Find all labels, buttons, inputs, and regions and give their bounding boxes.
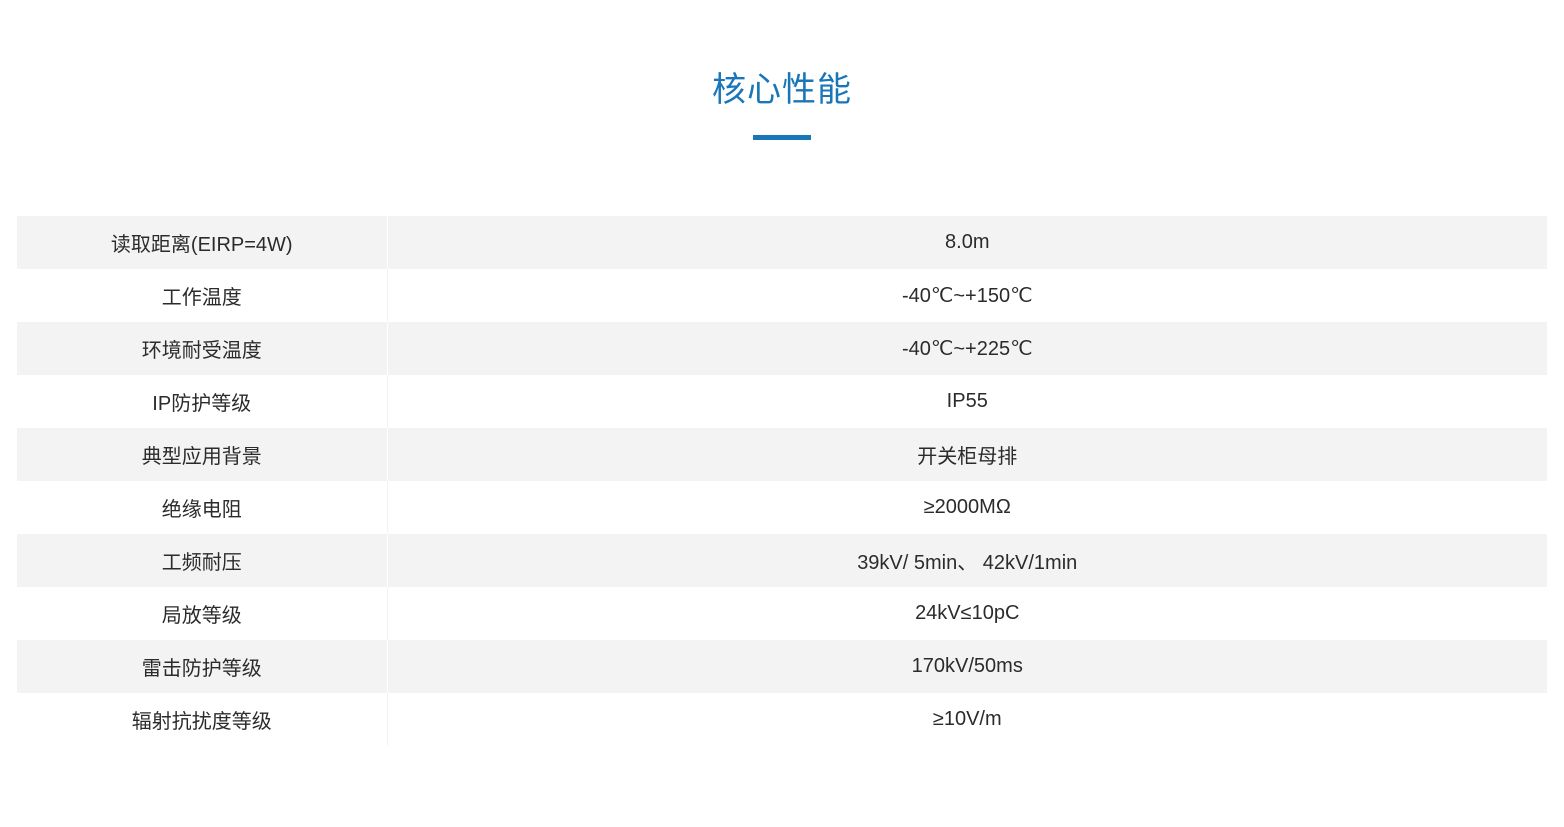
spec-value: ≥10V/m (387, 693, 1547, 746)
spec-value: 170kV/50ms (387, 640, 1547, 693)
spec-value: -40℃~+150℃ (387, 269, 1547, 322)
table-row: IP防护等级 IP55 (17, 375, 1547, 428)
spec-label: 读取距离(EIRP=4W) (17, 216, 387, 269)
table-row: 工频耐压 39kV/ 5min、 42kV/1min (17, 534, 1547, 587)
spec-value: 24kV≤10pC (387, 587, 1547, 640)
spec-table: 读取距离(EIRP=4W) 8.0m 工作温度 -40℃~+150℃ 环境耐受温… (17, 216, 1547, 746)
title-underline (753, 135, 811, 140)
spec-label: 工作温度 (17, 269, 387, 322)
page-container: 核心性能 读取距离(EIRP=4W) 8.0m 工作温度 -40℃~+150℃ … (0, 0, 1564, 746)
spec-label: 环境耐受温度 (17, 322, 387, 375)
spec-label: 辐射抗扰度等级 (17, 693, 387, 746)
spec-label: 工频耐压 (17, 534, 387, 587)
spec-table-body: 读取距离(EIRP=4W) 8.0m 工作温度 -40℃~+150℃ 环境耐受温… (17, 216, 1547, 746)
page-title: 核心性能 (712, 62, 852, 111)
spec-label: 绝缘电阻 (17, 481, 387, 534)
table-row: 局放等级 24kV≤10pC (17, 587, 1547, 640)
table-row: 典型应用背景 开关柜母排 (17, 428, 1547, 481)
spec-value: ≥2000MΩ (387, 481, 1547, 534)
table-row: 环境耐受温度 -40℃~+225℃ (17, 322, 1547, 375)
table-row: 读取距离(EIRP=4W) 8.0m (17, 216, 1547, 269)
spec-value: 39kV/ 5min、 42kV/1min (387, 534, 1547, 587)
spec-value: 8.0m (387, 216, 1547, 269)
spec-value: -40℃~+225℃ (387, 322, 1547, 375)
table-row: 工作温度 -40℃~+150℃ (17, 269, 1547, 322)
spec-value: 开关柜母排 (387, 428, 1547, 481)
table-row: 雷击防护等级 170kV/50ms (17, 640, 1547, 693)
spec-label: 局放等级 (17, 587, 387, 640)
table-row: 辐射抗扰度等级 ≥10V/m (17, 693, 1547, 746)
spec-label: 典型应用背景 (17, 428, 387, 481)
table-row: 绝缘电阻 ≥2000MΩ (17, 481, 1547, 534)
spec-value: IP55 (387, 375, 1547, 428)
spec-label: 雷击防护等级 (17, 640, 387, 693)
spec-label: IP防护等级 (17, 375, 387, 428)
